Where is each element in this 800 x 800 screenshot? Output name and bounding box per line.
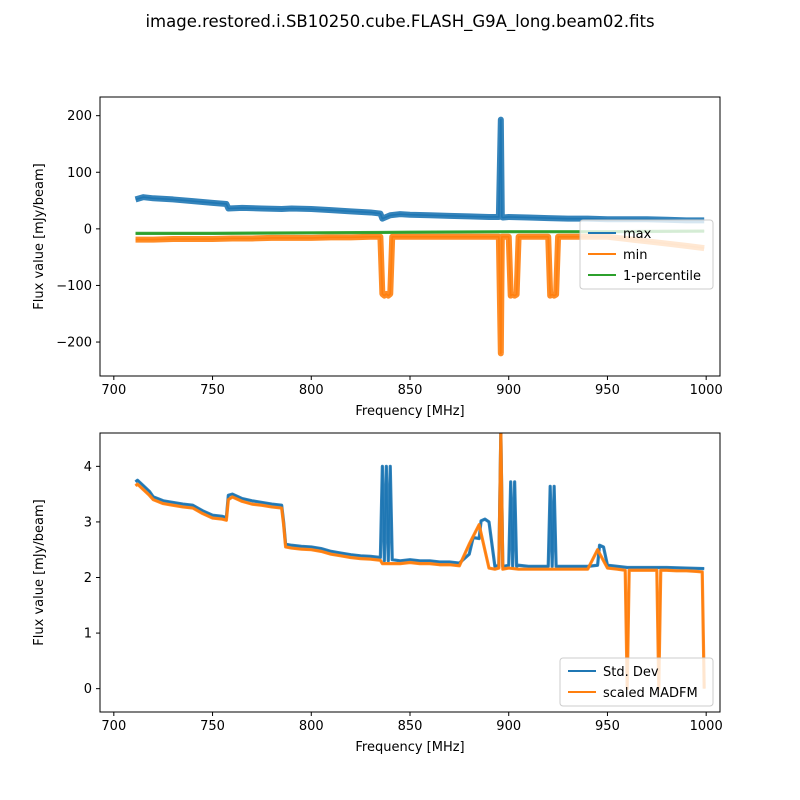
series-band-max [134, 116, 705, 224]
y-tick-label: 0 [84, 222, 92, 237]
x-tick-label: 800 [299, 383, 324, 398]
x-axis-label: Frequency [MHz] [355, 404, 464, 419]
x-tick-label: 950 [595, 383, 620, 398]
legend: Std. Dev scaled MADFM [559, 657, 714, 707]
series-line-max [135, 118, 705, 222]
legend-label: max [623, 227, 652, 242]
y-axis-label: Flux value [mJy/beam] [32, 499, 47, 645]
x-tick-label: 900 [496, 719, 521, 734]
x-tick-label: 1000 [690, 719, 723, 734]
x-tick-label: 700 [101, 719, 126, 734]
y-tick-label: 100 [67, 166, 92, 181]
series-line-min [135, 235, 705, 355]
y-axis-label: Flux value [mJy/beam] [32, 163, 47, 309]
y-tick-label: −100 [56, 279, 92, 294]
figure-title: image.restored.i.SB10250.cube.FLASH_G9A_… [145, 12, 655, 31]
x-tick-label: 800 [299, 719, 324, 734]
legend-label: 1-percentile [623, 269, 701, 284]
legend-box [559, 657, 714, 707]
x-tick-label: 750 [200, 383, 225, 398]
x-tick-label: 750 [200, 719, 225, 734]
x-tick-label: 1000 [690, 383, 723, 398]
x-tick-label: 950 [595, 719, 620, 734]
legend-box [579, 219, 714, 290]
x-tick-label: 900 [496, 383, 521, 398]
y-tick-label: 200 [67, 109, 92, 124]
y-tick-label: 4 [84, 460, 92, 475]
y-tick-label: 2 [84, 571, 92, 586]
series-band-std-dev [134, 433, 705, 571]
chart-1: 700 750 800 850 900 950 1000 −200 −100 0 100 200 Fre… [32, 96, 723, 419]
y-tick-label: 1 [84, 627, 92, 642]
series-line-std-dev [135, 433, 705, 570]
x-tick-label: 850 [398, 383, 423, 398]
plot-area [134, 433, 706, 691]
legend-label: min [623, 248, 648, 263]
legend-label: scaled MADFM [603, 686, 698, 701]
x-tick-label: 700 [101, 383, 126, 398]
chart-2: 700 750 800 850 900 950 1000 0 1 2 3 4 Frequency [MH… [32, 432, 723, 755]
x-axis-label: Frequency [MHz] [355, 740, 464, 755]
y-tick-label: 3 [84, 515, 92, 530]
legend: max min 1-percentile [579, 219, 714, 290]
legend-label: Std. Dev [603, 665, 659, 680]
x-tick-label: 850 [398, 719, 423, 734]
y-tick-label: 0 [84, 682, 92, 697]
plot-area [134, 116, 705, 357]
y-tick-label: −200 [56, 336, 92, 351]
